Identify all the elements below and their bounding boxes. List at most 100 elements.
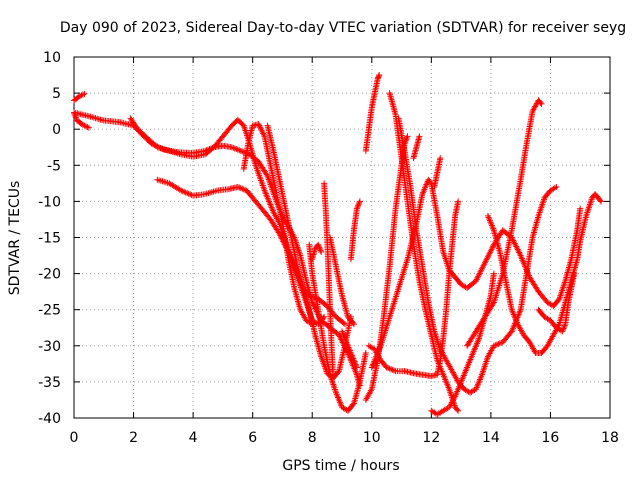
data-point [352, 360, 359, 367]
data-series-13 [339, 328, 360, 371]
data-point [403, 134, 410, 141]
data-point [185, 190, 192, 197]
data-point [356, 199, 363, 206]
data-point [388, 366, 395, 373]
data-point [318, 248, 325, 255]
data-point [335, 369, 342, 376]
data-point [181, 188, 188, 195]
data-point [351, 358, 358, 365]
chart-title: Day 090 of 2023, Sidereal Day-to-day VTE… [60, 20, 626, 36]
data-point [561, 322, 568, 329]
data-point [490, 342, 497, 349]
data-point [350, 357, 357, 364]
data-point [496, 340, 503, 347]
data-point [577, 205, 584, 212]
y-tick-label: -30 [38, 339, 61, 355]
data-point [76, 92, 83, 99]
data-series-9 [321, 180, 337, 378]
data-point [490, 270, 497, 277]
data-point [81, 90, 88, 97]
data-point [349, 401, 356, 408]
data-series-14 [362, 72, 383, 154]
x-tick-label: 4 [189, 430, 198, 446]
grid-lines [74, 57, 610, 418]
data-point [559, 326, 566, 333]
data-point [179, 188, 186, 195]
data-point [263, 171, 270, 178]
data-point [78, 92, 85, 99]
data-point [240, 186, 247, 193]
data-point [178, 187, 185, 194]
data-point [236, 184, 243, 191]
data-point [437, 155, 444, 162]
data-layer [71, 72, 605, 418]
data-point [383, 364, 390, 371]
data-point [230, 144, 237, 151]
data-point [454, 406, 461, 413]
x-axis-label: GPS time / hours [282, 458, 399, 474]
data-point [416, 133, 423, 140]
data-series-6 [240, 121, 316, 328]
y-axis-label: SDTVAR / TECUs [7, 181, 23, 296]
data-point [559, 328, 566, 335]
data-point [85, 124, 92, 131]
data-series-7 [264, 122, 354, 382]
x-tick-label: 18 [601, 430, 619, 446]
data-point [560, 325, 567, 332]
data-point [356, 198, 363, 205]
data-point [82, 123, 89, 130]
data-series-25 [535, 270, 578, 335]
data-point [489, 300, 496, 307]
data-point [228, 144, 235, 151]
data-point [404, 133, 411, 140]
data-point [362, 350, 369, 357]
x-tick-label: 0 [70, 430, 79, 446]
data-point [538, 100, 545, 107]
data-point [340, 320, 347, 327]
data-series-15 [362, 133, 411, 403]
data-point [239, 185, 246, 192]
data-point [315, 241, 322, 248]
data-point [184, 190, 191, 197]
data-point [391, 367, 398, 374]
data-point [182, 189, 189, 196]
data-point [307, 292, 314, 299]
data-point [330, 371, 337, 378]
data-series-10 [309, 241, 325, 263]
data-point [385, 365, 392, 372]
data-point [233, 146, 240, 153]
data-point [237, 147, 244, 154]
data-series-1 [71, 90, 88, 104]
data-point [349, 319, 356, 326]
data-point [81, 122, 88, 129]
data-series-20 [410, 133, 423, 162]
data-point [153, 143, 160, 150]
x-tick-label: 16 [542, 430, 560, 446]
data-point [352, 361, 359, 368]
y-tick-label: 5 [52, 86, 61, 102]
x-tick-label: 2 [129, 430, 138, 446]
x-tick-label: 10 [363, 430, 381, 446]
data-point [598, 198, 605, 205]
y-tick-label: -35 [38, 375, 61, 391]
data-point [317, 247, 324, 254]
data-point [234, 183, 241, 190]
data-point [355, 201, 362, 208]
y-tick-label: -5 [47, 158, 61, 174]
data-point [79, 121, 86, 128]
data-series-16 [365, 198, 462, 380]
data-point [239, 148, 246, 155]
data-point [597, 197, 604, 204]
data-series-22 [428, 270, 497, 418]
data-point [236, 147, 243, 154]
data-point [350, 321, 357, 328]
data-series-19 [395, 115, 560, 396]
data-point [389, 366, 396, 373]
y-tick-label: 10 [43, 50, 61, 66]
data-point [376, 72, 383, 79]
data-point [455, 407, 462, 414]
data-point [84, 124, 91, 131]
x-tick-label: 6 [248, 430, 257, 446]
